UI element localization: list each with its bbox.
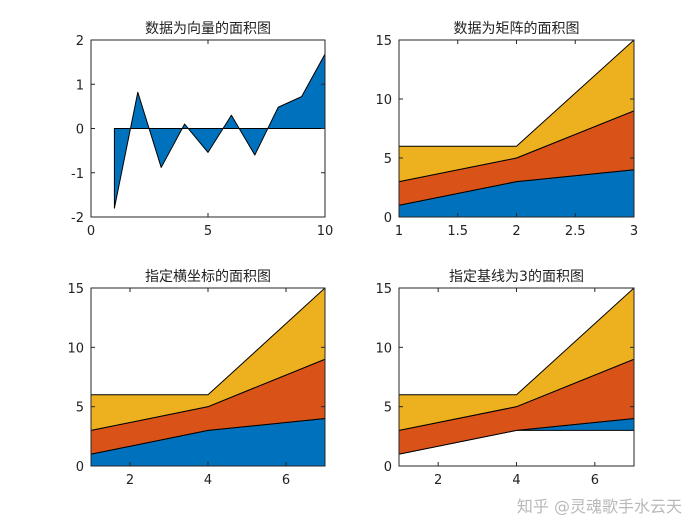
y-tick-label: 15 (375, 34, 392, 49)
y-tick-label: 15 (67, 282, 84, 297)
x-tick-label: 1.5 (447, 224, 468, 239)
subplot-title: 指定横坐标的面积图 (145, 269, 271, 285)
x-tick-label: 1 (395, 224, 403, 239)
subplot-title: 数据为矩阵的面积图 (454, 21, 580, 37)
x-tick-label: 2 (512, 224, 520, 239)
x-tick-label: 4 (204, 473, 212, 488)
y-tick-label: 0 (384, 460, 392, 475)
subplot-1: 0 5 10 -2 -1 0 1 2 数据为向量的面积图 (71, 21, 333, 239)
area-series-3 (399, 40, 634, 183)
x-tick-label: 10 (317, 224, 334, 239)
subplot-2: 1 1.5 2 2.5 3 0 5 10 15 数据为矩阵的面积图 (375, 21, 638, 239)
y-tick-label: 10 (375, 341, 392, 356)
y-tick-label: 2 (76, 34, 84, 49)
x-tick-label: 6 (282, 473, 290, 488)
subplot-4: 2 4 6 0 5 10 15 指定基线为3的面积图 (375, 268, 635, 488)
y-tick-label: 5 (76, 401, 84, 416)
watermark: 知乎 @灵魂歌手水云天 (516, 497, 682, 516)
area-series-3 (399, 288, 634, 431)
x-tick-label: 0 (87, 224, 95, 239)
x-tick-label: 3 (630, 224, 638, 239)
x-tick-label: 2.5 (565, 224, 586, 239)
subplot-title: 指定基线为3的面积图 (449, 268, 584, 285)
y-tick-label: -1 (71, 167, 84, 182)
y-tick-label: 0 (76, 460, 84, 475)
y-tick-label: 10 (67, 341, 84, 356)
x-tick-label: 4 (512, 473, 520, 488)
y-tick-label: 5 (384, 401, 392, 416)
x-tick-label: 2 (434, 473, 442, 488)
y-tick-label: 10 (375, 93, 392, 108)
y-tick-label: -2 (71, 211, 84, 226)
area-series-1 (113, 53, 325, 209)
x-tick-label: 6 (591, 473, 599, 488)
subplot-title: 数据为向量的面积图 (145, 21, 271, 37)
subplot-3: 2 4 6 0 5 10 15 指定横坐标的面积图 (67, 269, 326, 488)
y-tick-label: 15 (375, 282, 392, 297)
y-tick-label: 0 (384, 211, 392, 226)
y-tick-label: 0 (76, 123, 84, 138)
y-tick-label: 1 (76, 78, 84, 93)
area-series-3 (91, 288, 325, 431)
x-tick-label: 2 (126, 473, 134, 488)
x-tick-label: 5 (204, 224, 212, 239)
y-tick-label: 5 (384, 152, 392, 167)
